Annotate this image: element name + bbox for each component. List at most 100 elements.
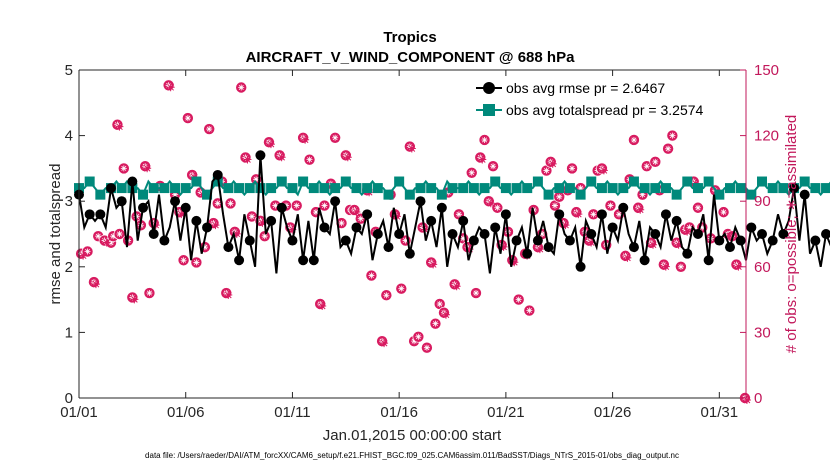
spread-point xyxy=(532,176,543,187)
spread-point xyxy=(543,189,554,200)
spread-point xyxy=(821,183,830,194)
rmse-point xyxy=(596,209,607,220)
obs-assimilated-point xyxy=(392,212,401,221)
y-right-tick-label: 90 xyxy=(754,193,771,210)
rmse-point xyxy=(127,176,138,187)
spread-point xyxy=(308,183,319,194)
rmse-point xyxy=(319,222,330,233)
obs-possible-point-star xyxy=(543,167,550,174)
rmse-point xyxy=(298,255,309,266)
obs-assimilated-point xyxy=(649,240,658,249)
spread-point xyxy=(468,183,479,194)
obs-possible-point-star xyxy=(261,233,268,240)
spread-point xyxy=(116,183,127,194)
spread-point xyxy=(234,183,245,194)
obs-possible-point-star xyxy=(526,307,533,314)
obs-possible-point-star xyxy=(357,215,364,222)
rmse-point xyxy=(436,202,447,213)
legend-rmse-marker xyxy=(483,82,495,94)
rmse-point xyxy=(607,222,618,233)
obs-assimilated-point xyxy=(535,245,544,254)
spread-point xyxy=(330,183,341,194)
rmse-point xyxy=(618,202,629,213)
obs-possible-point-star xyxy=(556,193,563,200)
obs-possible-point-star xyxy=(227,200,234,207)
obs-assimilated-point xyxy=(734,262,743,271)
y-axis-ticks: 0 1 2 3 4 5 xyxy=(65,62,85,407)
spread-point xyxy=(84,176,95,187)
rmse-point xyxy=(202,222,213,233)
spread-point xyxy=(404,189,415,200)
obs-possible-point-star xyxy=(677,263,684,270)
rmse-point xyxy=(660,209,671,220)
spread-point xyxy=(714,189,725,200)
obs-possible-point-star xyxy=(193,259,200,266)
rmse-point xyxy=(394,229,405,239)
spread-point xyxy=(319,183,330,194)
x-tick-label: 01/01 xyxy=(60,404,98,421)
spread-point xyxy=(362,183,373,194)
obs-possible-point-star xyxy=(248,213,255,220)
spread-point xyxy=(351,183,362,194)
rmse-point xyxy=(404,248,415,259)
obs-assimilated-point xyxy=(243,155,252,164)
spread-point xyxy=(276,176,287,187)
rmse-point xyxy=(799,189,810,200)
obs-assimilated-point xyxy=(452,282,461,291)
y-tick-label: 1 xyxy=(65,324,73,341)
rmse-point xyxy=(789,183,800,194)
rmse-point xyxy=(95,209,106,220)
spread-point xyxy=(607,183,618,194)
obs-possible-point-star xyxy=(432,320,439,327)
obs-possible-point-star xyxy=(436,300,443,307)
rmse-point xyxy=(244,235,255,246)
obs-assimilated-point xyxy=(574,210,583,219)
obs-possible-point-star xyxy=(411,338,418,345)
obs-possible-point-star xyxy=(293,202,300,209)
data-file-footnote: data file: /Users/raeder/DAI/ATM_forcXX/… xyxy=(145,451,679,460)
rmse-point xyxy=(522,248,533,259)
rmse-point xyxy=(650,229,661,239)
obs-assimilated-point xyxy=(211,221,220,230)
rmse-point xyxy=(106,183,117,194)
x-axis-ticks: 01/01 01/06 01/11 01/16 01/21 01/26 01/31 xyxy=(60,70,738,421)
rmse-point xyxy=(340,235,351,246)
rmse-point xyxy=(191,215,202,226)
spread-point xyxy=(757,176,768,187)
spread-point xyxy=(148,183,159,194)
rmse-point xyxy=(532,235,543,246)
legend-box xyxy=(472,78,744,126)
rmse-point xyxy=(362,209,373,220)
obs-possible-point-star xyxy=(383,292,390,299)
obs-possible-point-star xyxy=(402,237,409,244)
spread-point xyxy=(372,183,383,194)
y-tick-label: 3 xyxy=(65,193,73,210)
rmse-point xyxy=(564,235,575,246)
x-tick-label: 01/11 xyxy=(274,404,310,421)
y-axis-label: rmse and totalspread xyxy=(47,164,64,305)
obs-possible-point-star xyxy=(312,209,319,216)
x-tick-label: 01/16 xyxy=(380,404,418,421)
rmse-point xyxy=(735,235,746,246)
spread-point xyxy=(436,189,447,200)
obs-possible-point-star xyxy=(607,202,614,209)
rmse-point xyxy=(575,261,586,272)
obs-assimilated-point xyxy=(91,280,100,289)
chart-title: Tropics xyxy=(383,29,436,46)
obs-possible-point-star xyxy=(569,165,576,172)
spread-point xyxy=(671,189,682,200)
obs-assimilated-point xyxy=(548,159,557,168)
obs-possible-point-star xyxy=(639,191,646,198)
obs-assimilated-point xyxy=(561,221,570,230)
obs-possible-point-star xyxy=(201,244,208,251)
obs-possible-point-star xyxy=(95,233,102,240)
spread-point xyxy=(426,183,437,194)
rmse-point xyxy=(170,196,181,207)
spread-point xyxy=(554,183,565,194)
obs-possible-point-star xyxy=(539,231,546,237)
rmse-point xyxy=(586,229,597,239)
obs-possible-point-star xyxy=(472,290,479,297)
rmse-point xyxy=(426,215,437,226)
obs-assimilated-point xyxy=(623,253,632,262)
obs-possible-point-star xyxy=(108,239,115,246)
